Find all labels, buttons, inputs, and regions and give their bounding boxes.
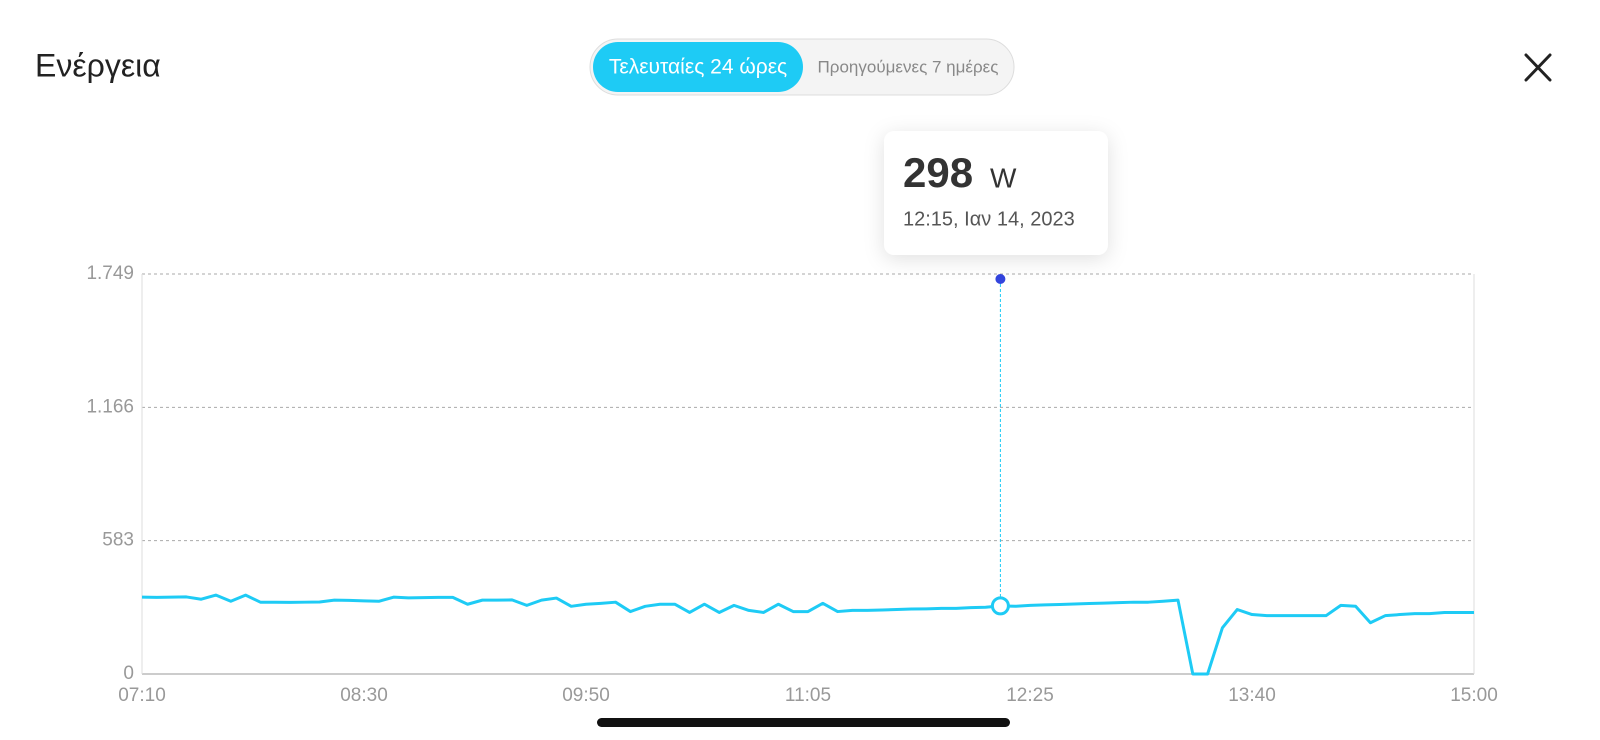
y-tick-label: 583: [102, 530, 134, 551]
tooltip-value: 298: [903, 149, 973, 196]
tooltip: 298 W 12:15, Ιαν 14, 2023: [884, 131, 1108, 255]
x-tick-label: 09:50: [562, 685, 610, 706]
x-tick-label: 07:10: [118, 685, 166, 706]
tab-label[interactable]: Τελευταίες 24 ώρες: [609, 56, 787, 79]
plot: 0 583 1.166 1.749 07:10 08:30 09:50 11:05 12:25 1…: [86, 263, 1497, 706]
close-button[interactable]: [1524, 53, 1552, 82]
x-tick-label: 12:25: [1006, 685, 1054, 706]
y-tick-label: 0: [123, 663, 134, 684]
y-tick-label: 1.749: [86, 263, 134, 284]
cursor-dot: [995, 274, 1006, 284]
home-indicator: [597, 718, 1010, 727]
tab-active[interactable]: [593, 42, 803, 92]
x-tick-label: 08:30: [340, 685, 388, 706]
x-tick-label: 13:40: [1228, 685, 1276, 706]
x-tick-label: 11:05: [785, 685, 831, 706]
y-tick-label: 1.166: [86, 396, 134, 417]
selected-point: [990, 596, 1010, 616]
x-tick-label: 15:00: [1450, 685, 1498, 706]
tooltip-box: [884, 131, 1108, 255]
page-title: Ενέργεια: [35, 47, 161, 83]
series-line: [141, 593, 1474, 676]
tooltip-time: 12:15, Ιαν 14, 2023: [903, 208, 1075, 230]
tab-label[interactable]: Προηγούμενες 7 ημέρες: [818, 57, 999, 76]
tooltip-unit: W: [990, 162, 1017, 193]
